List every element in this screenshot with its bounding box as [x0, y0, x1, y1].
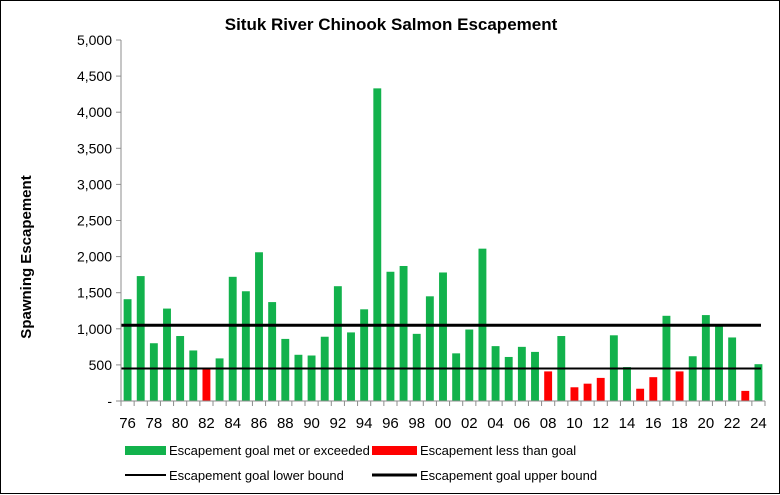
bar-01 [452, 353, 461, 401]
legend-label-met: Escapement goal met or exceeded [169, 443, 370, 458]
bar-77 [136, 276, 145, 401]
bar-78 [149, 343, 158, 401]
bar-23 [741, 390, 750, 401]
bar-04 [491, 346, 500, 401]
legend: Escapement goal met or exceeded Escapeme… [125, 443, 597, 483]
bar-00 [439, 272, 447, 401]
bar-85 [241, 291, 250, 401]
x-tick-label: 88 [277, 415, 294, 432]
bar-94 [360, 309, 369, 401]
bar-97 [399, 265, 408, 401]
y-tick-label: 5,000 [77, 32, 112, 48]
y-tick-label: 4,000 [77, 104, 112, 120]
x-tick-label: 98 [408, 415, 425, 432]
x-tick-label: 90 [303, 415, 320, 432]
bar-15 [636, 388, 645, 401]
x-tick-label: 82 [198, 415, 215, 432]
x-tick-label: 94 [356, 415, 373, 432]
legend-label-lower: Escapement goal lower bound [169, 468, 344, 483]
legend-label-below: Escapement less than goal [420, 443, 576, 458]
bar-87 [268, 302, 277, 401]
y-tick-label: 500 [89, 357, 113, 373]
axes-layer: - 500 1,000 1,500 2,000 2,500 3,000 3,500 4,000 4… [77, 32, 767, 432]
bar-99 [425, 296, 434, 401]
x-tick-label: 00 [435, 415, 452, 432]
bar-02 [465, 329, 474, 401]
x-tick-label: 02 [461, 415, 478, 432]
bar-12 [596, 377, 605, 401]
x-tick-label: 04 [487, 415, 504, 432]
y-tick-label: 4,500 [77, 68, 112, 84]
x-tick-label: 80 [172, 415, 189, 432]
bounds-layer [121, 323, 761, 370]
x-tick-label: 12 [592, 415, 609, 432]
x-tick-label: 96 [382, 415, 399, 432]
bar-16 [649, 377, 658, 401]
bar-24 [754, 364, 763, 401]
bar-84 [228, 276, 237, 401]
x-tick-label: 06 [514, 415, 531, 432]
x-tick-label: 16 [645, 415, 662, 432]
y-tick-label: - [107, 393, 112, 409]
bar-79 [163, 308, 171, 401]
x-tick-label: 84 [224, 415, 241, 432]
bar-17 [662, 315, 671, 401]
bar-76 [123, 299, 132, 401]
x-tick-label: 08 [540, 415, 557, 432]
bar-08 [544, 371, 553, 401]
y-tick-label: 2,000 [77, 249, 112, 265]
legend-swatch-below [372, 446, 417, 455]
y-tick-label: 1,000 [77, 321, 112, 337]
bar-96 [386, 271, 395, 401]
bars-layer [123, 88, 763, 402]
bar-07 [531, 351, 539, 401]
bar-06 [517, 346, 526, 401]
x-tick-label: 86 [251, 415, 268, 432]
y-tick-label: 3,500 [77, 140, 112, 156]
bar-88 [281, 338, 290, 401]
x-tick-label: 10 [566, 415, 583, 432]
x-tick-label: 20 [698, 415, 715, 432]
bar-93 [347, 332, 355, 401]
bar-19 [688, 356, 697, 401]
y-tick-label: 3,000 [77, 176, 112, 192]
bar-05 [504, 356, 513, 401]
bar-20 [701, 315, 710, 401]
y-tick-label: 1,500 [77, 285, 112, 301]
legend-swatch-met [125, 446, 166, 455]
bar-92 [333, 286, 342, 401]
x-tick-label: 92 [330, 415, 347, 432]
y-tick-label: 2,500 [77, 213, 112, 229]
bar-98 [412, 333, 421, 401]
x-tick-label: 24 [750, 415, 767, 432]
bar-11 [583, 383, 592, 401]
bar-14 [623, 367, 631, 401]
bar-21 [715, 325, 723, 401]
x-tick-label: 78 [146, 415, 163, 432]
x-tick-label: 18 [671, 415, 688, 432]
legend-label-upper: Escapement goal upper bound [420, 468, 597, 483]
bar-18 [675, 371, 684, 401]
bar-82 [202, 368, 211, 401]
bar-95 [373, 88, 382, 402]
bar-89 [294, 354, 303, 401]
bar-83 [215, 358, 224, 401]
bar-10 [570, 387, 579, 401]
chart-title: Situk River Chinook Salmon Escapement [225, 15, 558, 34]
x-tick-label: 76 [119, 415, 136, 432]
x-tick-label: 14 [619, 415, 636, 432]
x-tick-label: 22 [724, 415, 741, 432]
y-axis-label: Spawning Escapement [18, 175, 35, 338]
bar-90 [307, 355, 316, 401]
bar-81 [189, 350, 198, 401]
